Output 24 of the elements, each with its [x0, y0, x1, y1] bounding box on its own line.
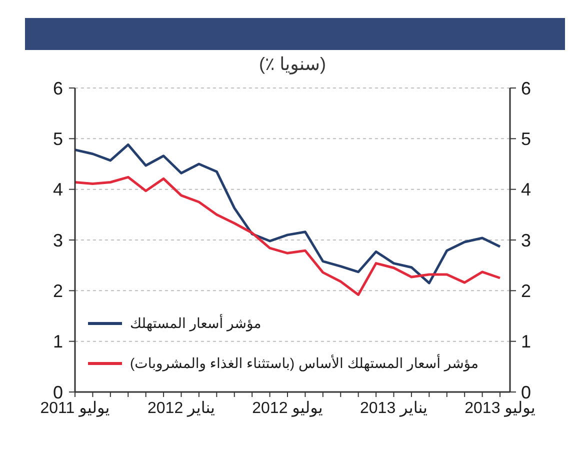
y-tick-label: 0 [52, 382, 63, 402]
y-tick-label: 2 [52, 281, 63, 302]
x-tick-label: يوليو 2011 [40, 400, 110, 417]
chart-subtitle: (٪ سنويا) [259, 54, 326, 74]
y-tick-label: 3 [52, 230, 63, 250]
y2-tick-label: 4 [521, 180, 532, 200]
y-tick-label: 1 [52, 332, 63, 352]
legend-label: مؤشر أسعار المستهلك الأساس (باستثناء الغذاء والمشروبات) [130, 354, 479, 372]
y2-tick-label: 6 [521, 78, 532, 98]
y2-tick-label: 1 [521, 332, 532, 352]
y2-tick-label: 2 [521, 281, 532, 302]
line-series [74, 176, 502, 296]
x-tick-label: يناير 2013 [360, 400, 428, 417]
y-tick-label: 5 [52, 129, 63, 150]
y2-tick-label: 0 [521, 382, 532, 402]
y2-tick-label: 3 [521, 230, 532, 250]
x-tick-label: يوليو 2012 [252, 400, 323, 417]
x-tick-label: يناير 2012 [148, 400, 215, 417]
y-tick-label: 4 [52, 180, 63, 200]
y-tick-label: 6 [52, 78, 63, 98]
line-series [74, 143, 502, 284]
legend-label: مؤشر أسعار المستهلك [130, 314, 262, 332]
y2-tick-label: 5 [521, 129, 532, 150]
x-tick-label: يوليو 2013 [464, 400, 536, 417]
